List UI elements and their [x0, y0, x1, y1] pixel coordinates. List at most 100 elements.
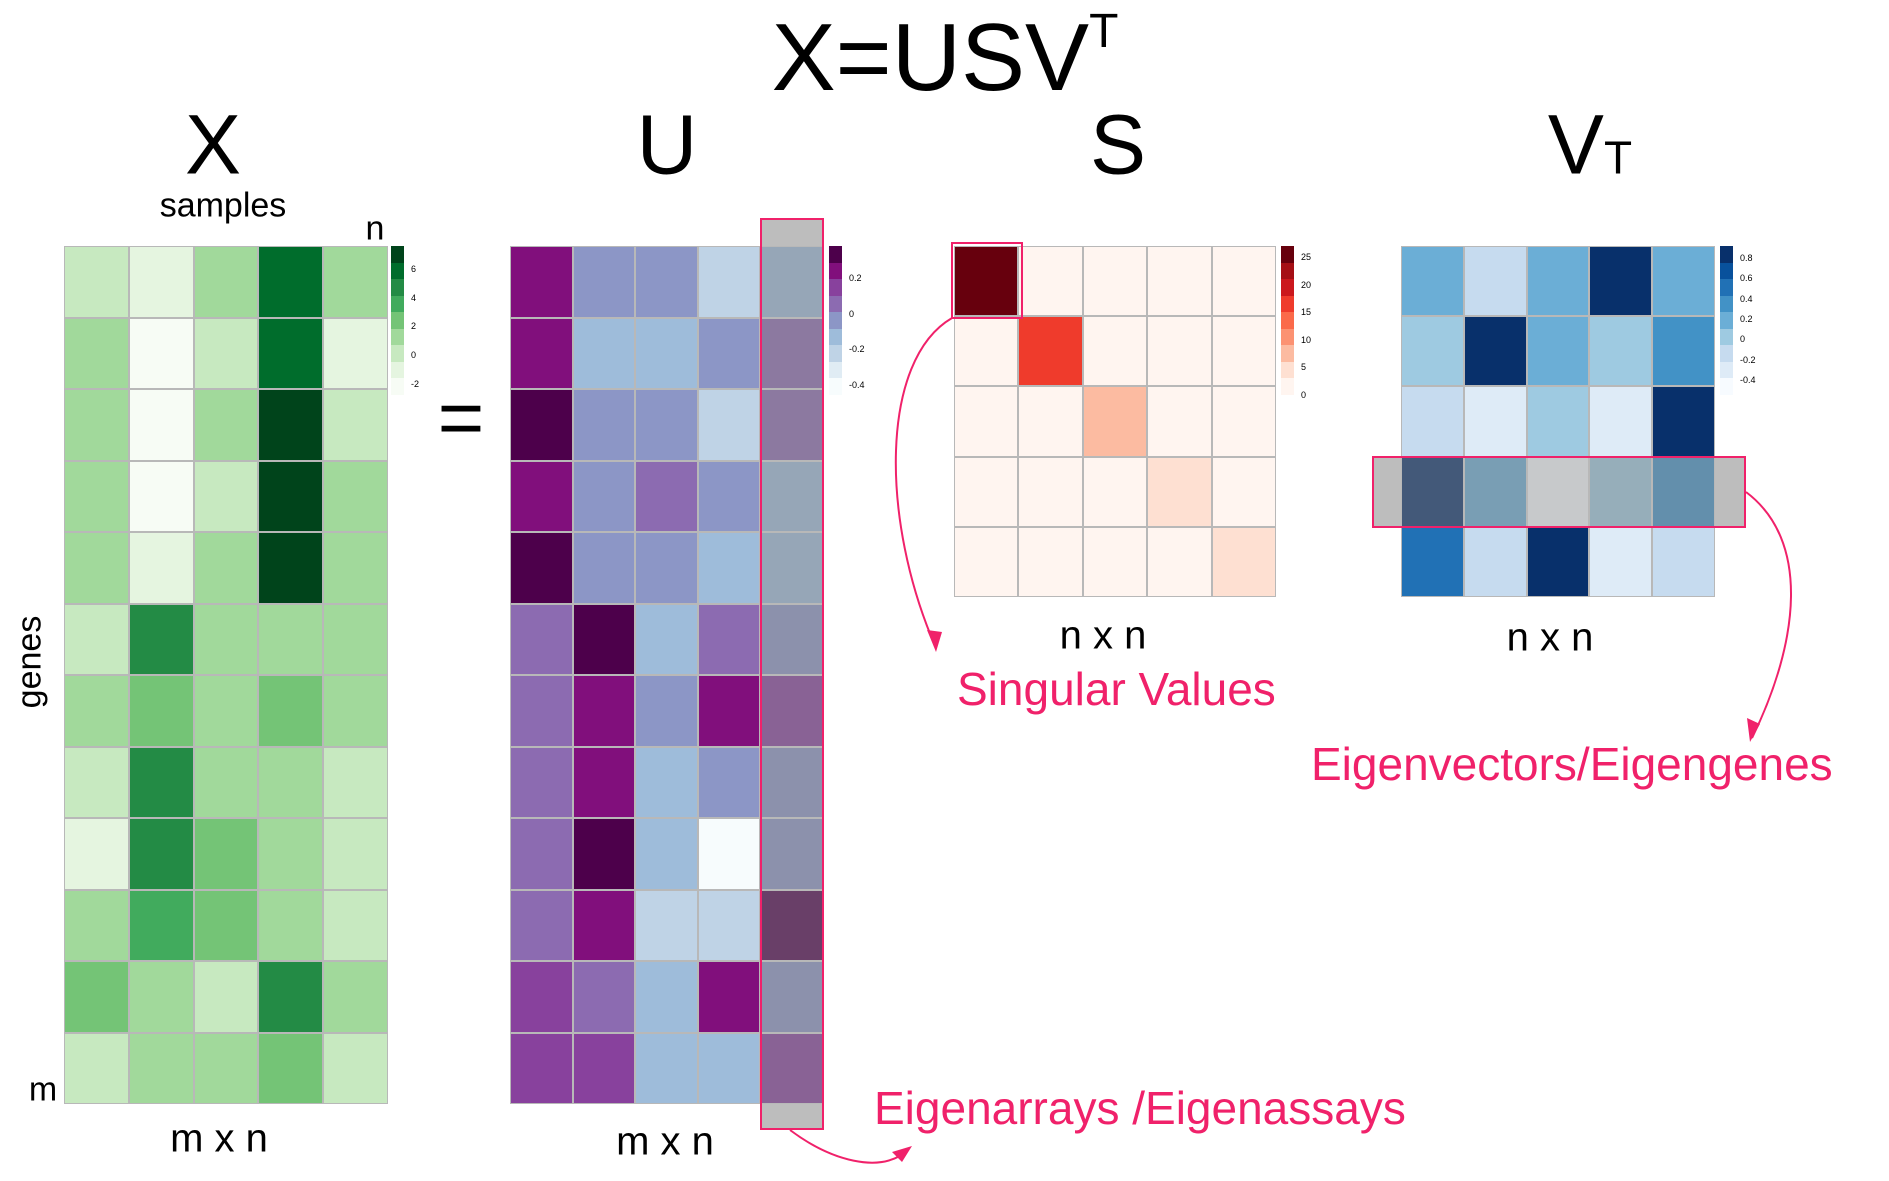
matrix-u-cell-r8-c3: [635, 746, 698, 818]
legend-tick-label: -0.4: [1740, 374, 1756, 385]
matrix-u-cell-r12-c2: [572, 1032, 636, 1104]
matrix-x-cell-r3-c2: [128, 389, 194, 461]
matrix-x-cell-r2-c5: [323, 317, 388, 389]
matrix-s-cell-r3-c4: [1147, 386, 1212, 457]
matrix-s-cell-r2-c2: [1018, 316, 1083, 387]
matrix-x-cell-r3-c3: [193, 389, 259, 461]
legend-swatch: [829, 246, 842, 263]
matrix-s-cell-r5-c3: [1082, 526, 1148, 597]
matrix-u-cell-r1-c5: [760, 246, 823, 318]
highlight-overlay: [1527, 457, 1589, 526]
matrix-vt-cell-r1-c1: [1401, 246, 1464, 317]
matrix-x-cell-r10-c4: [258, 889, 324, 961]
samples-label: samples: [159, 186, 287, 225]
legend-swatch: [829, 312, 842, 329]
legend-swatch: [1720, 378, 1733, 395]
matrix-x-cell-r9-c2: [128, 818, 194, 890]
matrix-s-cell-r3-c3: [1082, 386, 1148, 457]
highlight-overlay: [761, 1033, 822, 1103]
vt-transpose-mark: T: [1603, 131, 1633, 184]
legend-swatch: [391, 246, 404, 263]
legend-tick-label: 0: [1740, 334, 1746, 345]
legend-tick-label: 25: [1301, 252, 1312, 262]
matrix-vt-color-legend: 0.8 0.6 0.4 0.2 0 -0.2 -0.4: [1720, 246, 1756, 395]
matrix-u-cell-r3-c3: [635, 389, 698, 461]
legend-swatch: [1281, 312, 1294, 329]
matrix-x-cell-r6-c5: [323, 603, 388, 675]
matrix-u-cell-r2-c2: [572, 317, 636, 389]
matrix-u-cell-r3-c4: [697, 389, 761, 461]
legend-swatch: [1281, 328, 1294, 345]
equation-text: X=USV: [771, 4, 1090, 111]
eigenarray-highlight-box: [760, 218, 824, 1130]
matrix-x-cell-r10-c2: [128, 889, 194, 961]
matrix-u-cell-r9-c1: [510, 818, 573, 890]
matrix-x-cell-r5-c1: [64, 532, 129, 604]
matrix-u-cell-r5-c1: [510, 532, 573, 604]
matrix-u-cell-r8-c4: [697, 746, 761, 818]
matrix-x-cell-r9-c1: [64, 818, 129, 890]
legend-tick-label: 0.2: [849, 273, 862, 283]
matrix-x-heatmap: [64, 246, 388, 1104]
matrix-u-cell-r5-c3: [635, 532, 698, 604]
matrix-vt-cell-r2-c1: [1401, 316, 1464, 387]
legend-swatch: [391, 295, 404, 312]
matrix-vt-heatmap: [1401, 246, 1715, 597]
legend-tick-label: 0.8: [1740, 253, 1753, 263]
matrix-vt-cell-r2-c3: [1526, 316, 1590, 387]
matrix-s-cell-r4-c5: [1211, 456, 1276, 527]
matrix-x-cell-r11-c3: [193, 961, 259, 1033]
matrix-s-cell-r4-c3: [1082, 456, 1148, 527]
matrix-u-cell-r6-c5: [760, 603, 823, 675]
highlight-overlay: [761, 247, 822, 317]
legend-tick-label: 4: [411, 292, 417, 303]
matrix-x-cell-r8-c4: [258, 746, 324, 818]
matrix-u-cell-r10-c5: [760, 889, 823, 961]
matrix-u-cell-r10-c1: [510, 889, 573, 961]
matrix-s-color-legend: 25 20 15 10 5 0: [1281, 246, 1311, 400]
matrix-u-cell-r2-c3: [635, 317, 698, 389]
equation-superscript: T: [1089, 5, 1119, 58]
matrix-x-cell-r10-c3: [193, 889, 259, 961]
legend-tick-label: -0.2: [1740, 354, 1756, 365]
matrix-x-label: X: [184, 97, 242, 192]
legend-swatch: [1720, 246, 1733, 263]
matrix-u-cell-r6-c3: [635, 603, 698, 675]
matrix-vt-cell-r5-c2: [1463, 526, 1527, 597]
matrix-x-cell-r8-c3: [193, 746, 259, 818]
highlight-overlay: [761, 962, 822, 1032]
legend-swatch: [1281, 262, 1294, 279]
matrix-s-cell-r3-c5: [1211, 386, 1276, 457]
matrix-x-cell-r12-c1: [64, 1032, 129, 1104]
legend-swatch: [391, 312, 404, 329]
highlight-overlay: [1653, 457, 1714, 526]
matrix-u-cell-r9-c3: [635, 818, 698, 890]
matrix-u-cell-r7-c4: [697, 675, 761, 747]
matrix-s-dims: n x n: [1059, 613, 1147, 658]
matrix-s-cell-r5-c1: [954, 526, 1019, 597]
matrix-u-cell-r12-c4: [697, 1032, 761, 1104]
matrix-u-cell-r2-c5: [760, 317, 823, 389]
u-highlight-bottom-cap: [761, 1104, 823, 1129]
matrix-vt-cell-r3-c5: [1652, 386, 1715, 457]
matrix-vt-cell-r3-c1: [1401, 386, 1464, 457]
matrix-u-cell-r11-c3: [635, 961, 698, 1033]
matrix-vt-cell-r5-c1: [1401, 526, 1464, 597]
legend-tick-label: 20: [1301, 279, 1312, 290]
legend-tick-label: -2: [411, 378, 420, 389]
matrix-x-cell-r9-c3: [193, 818, 259, 890]
matrix-s-cell-r5-c4: [1147, 526, 1212, 597]
legend-swatch: [1720, 295, 1733, 312]
highlight-overlay: [761, 318, 822, 388]
highlight-overlay: [1464, 457, 1526, 526]
matrix-u-cell-r8-c2: [572, 746, 636, 818]
matrix-u-cell-r10-c2: [572, 889, 636, 961]
matrix-x-cell-r8-c1: [64, 746, 129, 818]
legend-tick-label: 2: [411, 321, 417, 332]
matrix-x-cell-r7-c4: [258, 675, 324, 747]
singular-values-arrow: [894, 317, 953, 649]
matrix-s-cell-r4-c2: [1018, 456, 1083, 527]
legend-swatch: [829, 378, 842, 395]
matrix-u-cell-r1-c3: [635, 246, 698, 318]
